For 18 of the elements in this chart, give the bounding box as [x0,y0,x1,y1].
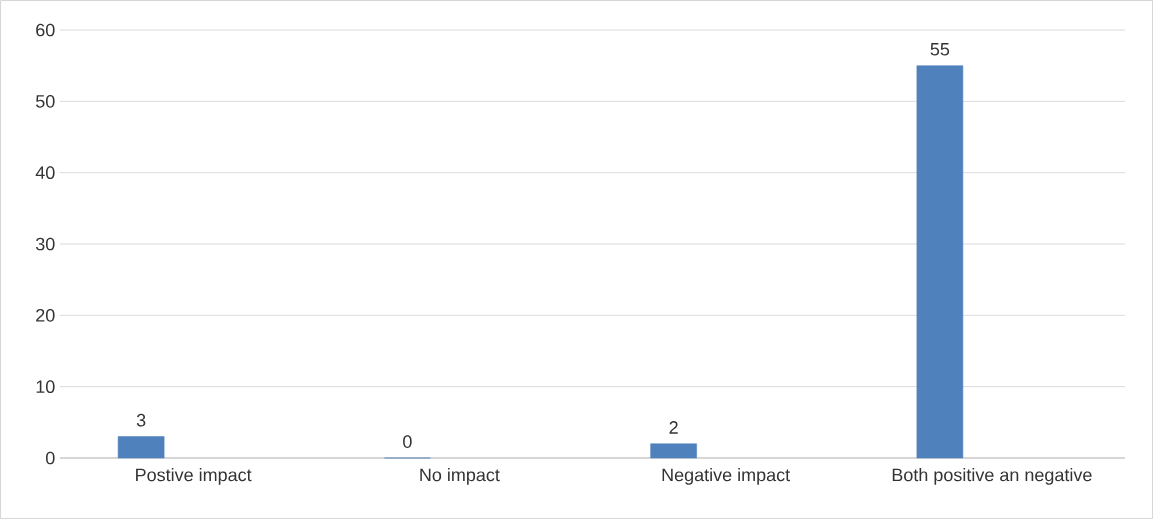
y-tick-label: 40 [35,166,55,180]
y-tick-label: 20 [36,308,55,322]
data-label: 0 [403,435,412,448]
data-label: 3 [136,413,146,427]
x-tick-label: Postive impact [136,468,252,485]
y-tick-label: 10 [36,380,55,394]
y-tick-label: 60 [36,23,55,37]
bar [916,65,964,459]
x-tick-label: Both positive an negative [892,468,1092,485]
y-tick-label: 50 [35,94,55,108]
bar [650,443,697,459]
x-tick-label: Negative impact [662,468,790,485]
y-tick-label: 30 [35,237,55,251]
bar [117,436,165,459]
y-tick-label: 0 [45,451,55,465]
data-label: 2 [669,421,678,434]
data-label: 55 [930,43,950,56]
x-tick-label: No impact [420,468,500,485]
